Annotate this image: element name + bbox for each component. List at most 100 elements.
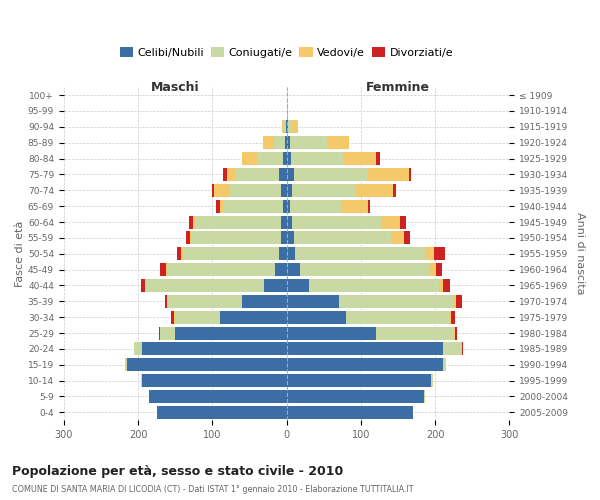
Bar xyxy=(295,247,425,260)
Bar xyxy=(434,247,445,260)
Y-axis label: Anni di nascita: Anni di nascita xyxy=(575,212,585,295)
Bar xyxy=(220,310,287,324)
Bar xyxy=(287,295,338,308)
Bar xyxy=(300,263,430,276)
Bar xyxy=(356,184,393,197)
Bar xyxy=(287,152,291,165)
Bar xyxy=(431,374,433,387)
Bar xyxy=(125,358,127,372)
Bar xyxy=(287,326,376,340)
Bar xyxy=(283,200,287,212)
Bar xyxy=(193,216,195,228)
Bar xyxy=(454,326,455,340)
Bar xyxy=(166,263,168,276)
Bar xyxy=(127,358,287,372)
Bar xyxy=(292,216,382,228)
Bar xyxy=(430,263,436,276)
Bar xyxy=(142,374,287,387)
Bar xyxy=(160,326,175,340)
Bar xyxy=(393,184,397,197)
Bar xyxy=(450,310,451,324)
Bar xyxy=(274,136,285,149)
Bar xyxy=(190,232,191,244)
Bar xyxy=(439,279,443,292)
Bar xyxy=(292,120,298,134)
Bar xyxy=(230,184,281,197)
Bar xyxy=(160,263,166,276)
Bar xyxy=(275,263,287,276)
Bar xyxy=(376,326,454,340)
Bar xyxy=(342,200,368,212)
Bar xyxy=(195,216,281,228)
Bar xyxy=(309,279,439,292)
Bar xyxy=(285,136,287,149)
Bar xyxy=(145,279,264,292)
Bar xyxy=(436,263,442,276)
Bar xyxy=(242,152,257,165)
Bar xyxy=(142,342,287,355)
Bar xyxy=(287,232,294,244)
Bar xyxy=(263,136,274,149)
Bar xyxy=(391,232,404,244)
Bar xyxy=(242,295,287,308)
Bar xyxy=(257,152,283,165)
Bar xyxy=(287,184,292,197)
Bar xyxy=(287,120,288,134)
Bar xyxy=(168,295,242,308)
Bar xyxy=(400,216,406,228)
Bar xyxy=(404,232,410,244)
Bar xyxy=(409,168,412,181)
Legend: Celibi/Nubili, Coniugati/e, Vedovi/e, Divorziati/e: Celibi/Nubili, Coniugati/e, Vedovi/e, Di… xyxy=(115,43,458,62)
Bar xyxy=(454,295,456,308)
Text: Femmine: Femmine xyxy=(366,82,430,94)
Bar xyxy=(376,152,380,165)
Bar xyxy=(281,216,287,228)
Bar xyxy=(425,247,434,260)
Bar xyxy=(287,358,443,372)
Bar xyxy=(287,216,292,228)
Bar xyxy=(290,200,342,212)
Text: COMUNE DI SANTA MARIA DI LICODIA (CT) - Dati ISTAT 1° gennaio 2010 - Elaborazion: COMUNE DI SANTA MARIA DI LICODIA (CT) - … xyxy=(12,485,413,494)
Bar xyxy=(287,136,290,149)
Bar xyxy=(223,200,283,212)
Bar xyxy=(294,232,391,244)
Bar xyxy=(287,279,309,292)
Bar xyxy=(288,120,292,134)
Bar xyxy=(343,152,376,165)
Bar xyxy=(141,374,142,387)
Bar xyxy=(281,232,287,244)
Bar xyxy=(282,120,284,134)
Bar xyxy=(167,295,168,308)
Bar xyxy=(462,342,463,355)
Bar xyxy=(149,390,287,403)
Bar xyxy=(178,247,181,260)
Bar xyxy=(165,295,167,308)
Bar xyxy=(284,120,286,134)
Bar xyxy=(191,232,281,244)
Bar xyxy=(290,136,326,149)
Bar xyxy=(279,247,287,260)
Bar xyxy=(287,374,431,387)
Bar xyxy=(287,104,288,118)
Bar xyxy=(214,184,230,197)
Bar xyxy=(227,168,235,181)
Bar xyxy=(338,295,454,308)
Bar xyxy=(235,168,279,181)
Bar xyxy=(216,200,220,212)
Bar xyxy=(287,263,300,276)
Bar xyxy=(186,232,190,244)
Bar xyxy=(286,120,287,134)
Y-axis label: Fasce di età: Fasce di età xyxy=(15,220,25,287)
Bar xyxy=(368,168,409,181)
Bar xyxy=(134,342,142,355)
Bar xyxy=(424,390,425,403)
Bar xyxy=(141,279,145,292)
Bar xyxy=(291,152,343,165)
Bar xyxy=(283,152,287,165)
Bar xyxy=(170,310,175,324)
Bar xyxy=(287,406,413,419)
Bar xyxy=(157,406,287,419)
Bar xyxy=(292,184,356,197)
Bar xyxy=(175,310,220,324)
Bar xyxy=(287,247,295,260)
